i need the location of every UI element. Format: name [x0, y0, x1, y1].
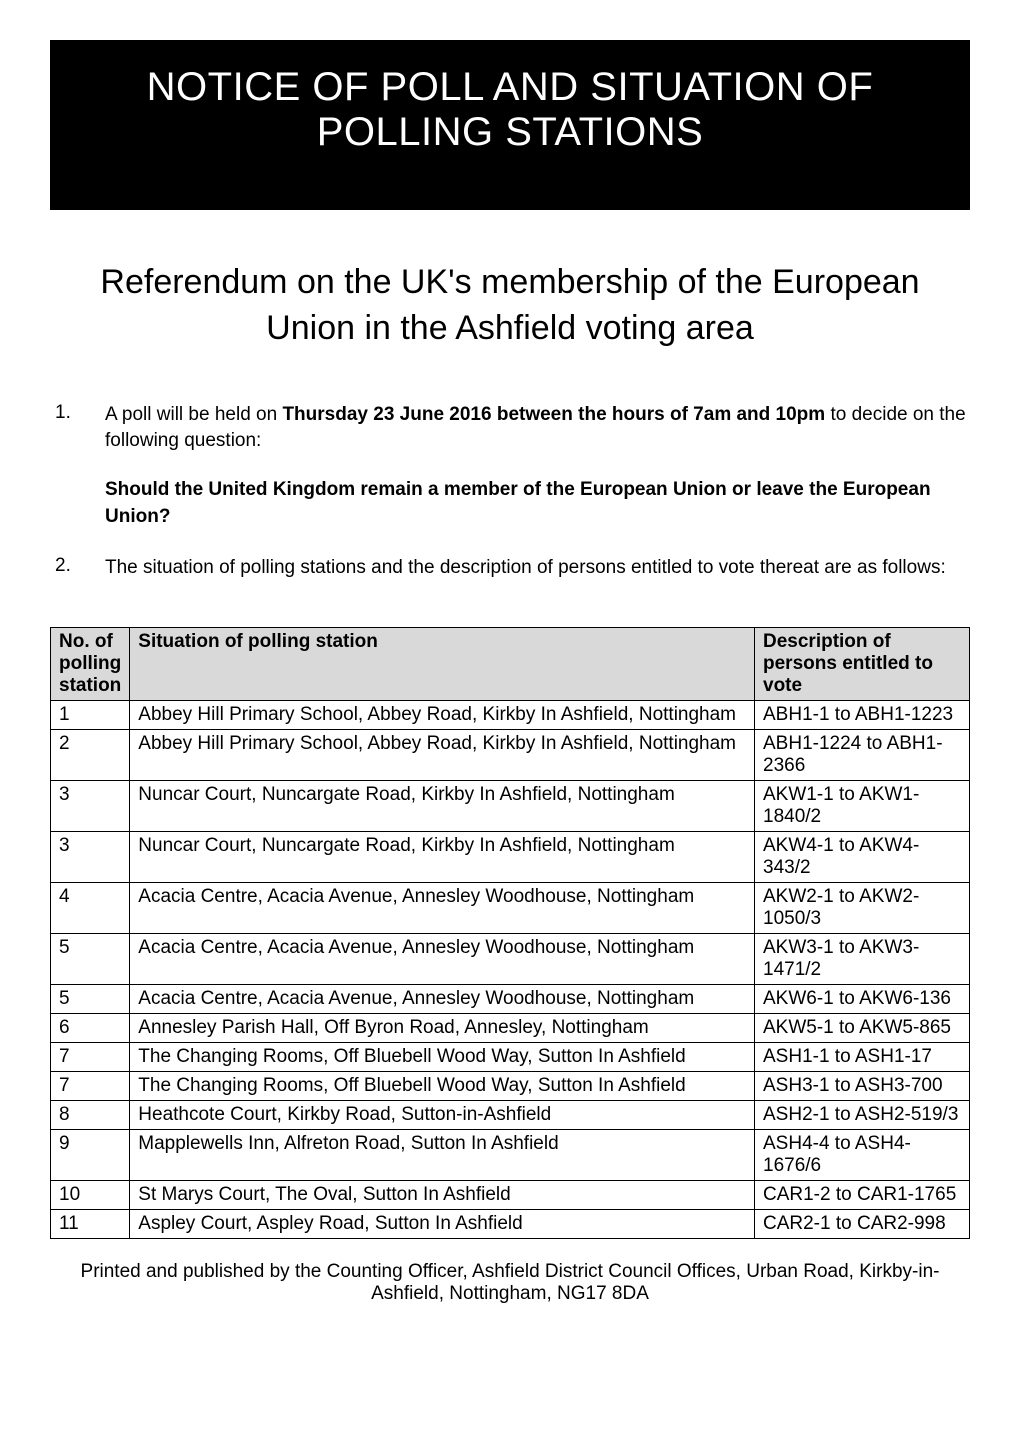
cell-station-number: 5	[51, 933, 130, 984]
header-col-1: No. of polling station	[51, 627, 130, 700]
table-row: 11Aspley Court, Aspley Road, Sutton In A…	[51, 1209, 970, 1238]
cell-situation: Mapplewells Inn, Alfreton Road, Sutton I…	[130, 1129, 755, 1180]
text-bold: Thursday 23 June 2016 between the hours …	[282, 404, 825, 425]
footer-text: Printed and published by the Counting Of…	[50, 1261, 970, 1305]
cell-description: ASH1-1 to ASH1-17	[755, 1042, 970, 1071]
cell-station-number: 7	[51, 1042, 130, 1071]
table-header-row: No. of polling station Situation of poll…	[51, 627, 970, 700]
table-row: 6Annesley Parish Hall, Off Byron Road, A…	[51, 1013, 970, 1042]
question-text: Should the United Kingdom remain a membe…	[105, 477, 970, 530]
cell-situation: Abbey Hill Primary School, Abbey Road, K…	[130, 729, 755, 780]
cell-description: ASH2-1 to ASH2-519/3	[755, 1100, 970, 1129]
cell-station-number: 3	[51, 831, 130, 882]
cell-description: AKW5-1 to AKW5-865	[755, 1013, 970, 1042]
polling-stations-table: No. of polling station Situation of poll…	[50, 627, 970, 1239]
cell-station-number: 6	[51, 1013, 130, 1042]
cell-station-number: 4	[51, 882, 130, 933]
cell-description: AKW6-1 to AKW6-136	[755, 984, 970, 1013]
cell-station-number: 10	[51, 1180, 130, 1209]
cell-situation: Nuncar Court, Nuncargate Road, Kirkby In…	[130, 831, 755, 882]
item-content: The situation of polling stations and th…	[105, 555, 970, 582]
table-row: 10St Marys Court, The Oval, Sutton In As…	[51, 1180, 970, 1209]
list-item-2: 2. The situation of polling stations and…	[50, 555, 970, 582]
cell-description: CAR1-2 to CAR1-1765	[755, 1180, 970, 1209]
cell-station-number: 7	[51, 1071, 130, 1100]
item-number: 1.	[50, 402, 105, 530]
table-row: 8Heathcote Court, Kirkby Road, Sutton-in…	[51, 1100, 970, 1129]
item-content: A poll will be held on Thursday 23 June …	[105, 402, 970, 530]
cell-station-number: 8	[51, 1100, 130, 1129]
text-before: A poll will be held on	[105, 404, 282, 425]
header-col-3: Description of persons entitled to vote	[755, 627, 970, 700]
cell-situation: Nuncar Court, Nuncargate Road, Kirkby In…	[130, 780, 755, 831]
header-banner: NOTICE OF POLL AND SITUATION OF POLLING …	[50, 40, 970, 210]
cell-situation: The Changing Rooms, Off Bluebell Wood Wa…	[130, 1042, 755, 1071]
header-col-2: Situation of polling station	[130, 627, 755, 700]
table-row: 2Abbey Hill Primary School, Abbey Road, …	[51, 729, 970, 780]
cell-description: AKW3-1 to AKW3-1471/2	[755, 933, 970, 984]
cell-description: ASH3-1 to ASH3-700	[755, 1071, 970, 1100]
subtitle: Referendum on the UK's membership of the…	[50, 260, 970, 352]
cell-station-number: 2	[51, 729, 130, 780]
cell-station-number: 5	[51, 984, 130, 1013]
table-row: 5Acacia Centre, Acacia Avenue, Annesley …	[51, 933, 970, 984]
page-title: NOTICE OF POLL AND SITUATION OF POLLING …	[70, 65, 950, 155]
cell-situation: Heathcote Court, Kirkby Road, Sutton-in-…	[130, 1100, 755, 1129]
cell-station-number: 11	[51, 1209, 130, 1238]
cell-situation: The Changing Rooms, Off Bluebell Wood Wa…	[130, 1071, 755, 1100]
table-row: 4Acacia Centre, Acacia Avenue, Annesley …	[51, 882, 970, 933]
table-row: 7The Changing Rooms, Off Bluebell Wood W…	[51, 1071, 970, 1100]
cell-description: AKW2-1 to AKW2-1050/3	[755, 882, 970, 933]
table-row: 3Nuncar Court, Nuncargate Road, Kirkby I…	[51, 780, 970, 831]
cell-station-number: 3	[51, 780, 130, 831]
cell-description: AKW1-1 to AKW1-1840/2	[755, 780, 970, 831]
list-item-1: 1. A poll will be held on Thursday 23 Ju…	[50, 402, 970, 530]
cell-station-number: 1	[51, 700, 130, 729]
table-row: 1Abbey Hill Primary School, Abbey Road, …	[51, 700, 970, 729]
cell-situation: St Marys Court, The Oval, Sutton In Ashf…	[130, 1180, 755, 1209]
text-before: The situation of polling stations and th…	[105, 557, 946, 578]
cell-description: ABH1-1 to ABH1-1223	[755, 700, 970, 729]
cell-situation: Acacia Centre, Acacia Avenue, Annesley W…	[130, 933, 755, 984]
cell-description: CAR2-1 to CAR2-998	[755, 1209, 970, 1238]
cell-situation: Acacia Centre, Acacia Avenue, Annesley W…	[130, 882, 755, 933]
table-row: 5Acacia Centre, Acacia Avenue, Annesley …	[51, 984, 970, 1013]
cell-situation: Aspley Court, Aspley Road, Sutton In Ash…	[130, 1209, 755, 1238]
table-body: 1Abbey Hill Primary School, Abbey Road, …	[51, 700, 970, 1238]
cell-description: AKW4-1 to AKW4-343/2	[755, 831, 970, 882]
cell-situation: Acacia Centre, Acacia Avenue, Annesley W…	[130, 984, 755, 1013]
cell-station-number: 9	[51, 1129, 130, 1180]
table-row: 3Nuncar Court, Nuncargate Road, Kirkby I…	[51, 831, 970, 882]
cell-description: ASH4-4 to ASH4-1676/6	[755, 1129, 970, 1180]
cell-situation: Abbey Hill Primary School, Abbey Road, K…	[130, 700, 755, 729]
cell-description: ABH1-1224 to ABH1-2366	[755, 729, 970, 780]
cell-situation: Annesley Parish Hall, Off Byron Road, An…	[130, 1013, 755, 1042]
item-number: 2.	[50, 555, 105, 582]
table-row: 9Mapplewells Inn, Alfreton Road, Sutton …	[51, 1129, 970, 1180]
numbered-list: 1. A poll will be held on Thursday 23 Ju…	[50, 402, 970, 582]
table-row: 7The Changing Rooms, Off Bluebell Wood W…	[51, 1042, 970, 1071]
